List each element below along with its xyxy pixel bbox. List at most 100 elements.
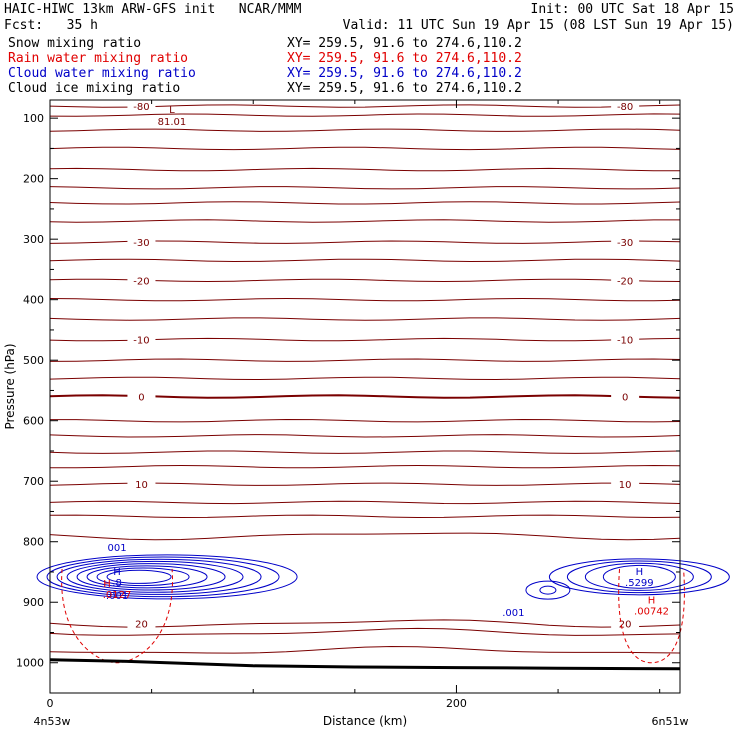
isotherm-label-bg — [611, 477, 640, 490]
y-tick-label: 100 — [23, 112, 44, 125]
surface-group — [49, 658, 681, 671]
isotherm-label: -80 — [617, 102, 633, 113]
legend-rain-xy: XY= 259.5, 91.6 to 274.6,110.2 — [287, 51, 522, 66]
isotherm-line — [49, 113, 681, 117]
x-axis-title: Distance (km) — [323, 714, 407, 728]
x-tick-label: 0 — [47, 697, 54, 710]
cloud-water-contour — [539, 585, 557, 595]
cloud-water-max-marker: H — [113, 567, 121, 578]
isotherm-label-bg — [611, 616, 640, 629]
surface-line — [49, 658, 681, 671]
isotherm-line — [49, 645, 681, 654]
isotherm-label-bg — [127, 99, 156, 112]
isotherm-label: 0 — [622, 393, 628, 404]
isotherm-label-bg — [127, 273, 156, 286]
isotherm-line — [49, 627, 681, 636]
x-tick-label: 200 — [446, 697, 467, 710]
isotherm-min-value: 81.01 — [158, 117, 187, 128]
isotherm-label-bg — [127, 235, 156, 248]
isotherm-line — [49, 532, 681, 541]
isotherm-line — [50, 418, 681, 423]
legend-cloud-ice: Cloud ice mixing ratio — [8, 81, 181, 96]
cloud-water-contour — [36, 554, 298, 600]
y-axis-title: Pressure (hPa) — [3, 343, 17, 429]
isotherm-line — [49, 317, 681, 321]
isotherm-line — [49, 297, 681, 302]
isotherm-line — [49, 186, 681, 190]
isotherm-label-bg — [127, 616, 156, 629]
isotherm-label-bg — [127, 332, 156, 345]
isotherm-line — [49, 201, 681, 205]
cloud-water-contour — [566, 560, 712, 594]
y-tick-label: 500 — [23, 354, 44, 367]
isotherm-label-bg — [611, 273, 640, 286]
isotherm-label: -10 — [133, 336, 149, 347]
cloud-water-contour — [76, 563, 226, 591]
isotherm-label: 20 — [135, 619, 148, 630]
isotherm-line — [49, 258, 681, 263]
y-tick-label: 900 — [23, 596, 44, 609]
isotherm-label-bg — [611, 99, 640, 112]
cloud-water-contour — [96, 567, 190, 587]
legend-cloud-ice-xy: XY= 259.5, 91.6 to 274.6,110.2 — [287, 81, 522, 96]
header-fcst: Fcst: 35 h — [4, 18, 98, 33]
isotherm-label: 20 — [619, 619, 632, 630]
y-tick-label: 1000 — [16, 657, 44, 670]
legend-snow: Snow mixing ratio — [8, 36, 142, 51]
isotherm-label-bg — [611, 332, 640, 345]
cloud-water-contour — [525, 580, 571, 600]
cloud-water-contour — [86, 565, 208, 589]
isotherm-line — [50, 464, 681, 469]
isotherm-line — [49, 167, 680, 172]
isotherm-line — [49, 450, 681, 454]
legend-cloud-water: Cloud water mixing ratio — [8, 66, 196, 81]
endpoint-left-label: 4n53w — [34, 715, 71, 728]
cloud-water-contour — [548, 558, 730, 596]
cloud-water-contour — [66, 560, 244, 593]
cloud-water-contour — [602, 564, 676, 589]
cloud-water-contour — [56, 558, 262, 595]
isotherm-label: 10 — [619, 480, 632, 491]
header-title: HAIC-HIWC 13km ARW-GFS init NCAR/MMM — [4, 2, 302, 17]
y-tick-label: 700 — [23, 475, 44, 488]
isotherm-label-bg — [127, 389, 156, 402]
cloud-water-max-marker: H — [636, 567, 644, 578]
isotherm-min-marker: L — [169, 105, 175, 116]
isotherm-line — [49, 358, 681, 362]
cloud-water-contour — [584, 562, 694, 591]
isotherm-label: -20 — [617, 276, 633, 287]
header-valid: Valid: 11 UTC Sun 19 Apr 15 (08 LST Sun … — [342, 18, 734, 33]
cloud-water-contour — [46, 556, 280, 598]
rain-water-contour — [61, 568, 173, 664]
y-tick-label: 200 — [23, 173, 44, 186]
y-tick-label: 300 — [23, 233, 44, 246]
y-tick-label: 600 — [23, 415, 44, 428]
rain-water-max-value: .0127 — [103, 590, 132, 601]
cloud-water-max-value: .5299 — [625, 578, 654, 589]
isotherm-label: 0 — [138, 393, 144, 404]
isotherm-label-bg — [611, 389, 640, 402]
isotherm-label: -10 — [617, 336, 633, 347]
isotherm-line — [49, 434, 681, 438]
isotherm-label-bg — [611, 235, 640, 248]
isotherm-line — [49, 128, 681, 132]
header-init: Init: 00 UTC Sat 18 Apr 15 — [530, 2, 735, 17]
rain-water-max-marker: H — [103, 579, 111, 590]
cloud-water-contour-label: .001 — [502, 608, 524, 619]
isotherm-line — [49, 376, 681, 381]
cloud-water-contour — [106, 569, 172, 584]
rain-water-max-value: .00742 — [634, 606, 669, 617]
isotherm-label-bg — [127, 477, 156, 490]
isotherm-label: -30 — [133, 238, 149, 249]
plot-frame — [49, 99, 681, 694]
cloud-water-max-value: .8 — [112, 578, 122, 589]
cloud-water-contour-label: .001 — [106, 591, 128, 602]
isotherm-label: -20 — [133, 276, 149, 287]
y-tick-label: 400 — [23, 294, 44, 307]
isotherm-label: 10 — [135, 480, 148, 491]
rain-water-contour — [618, 568, 685, 664]
rain-water-max-marker: H — [648, 595, 656, 606]
